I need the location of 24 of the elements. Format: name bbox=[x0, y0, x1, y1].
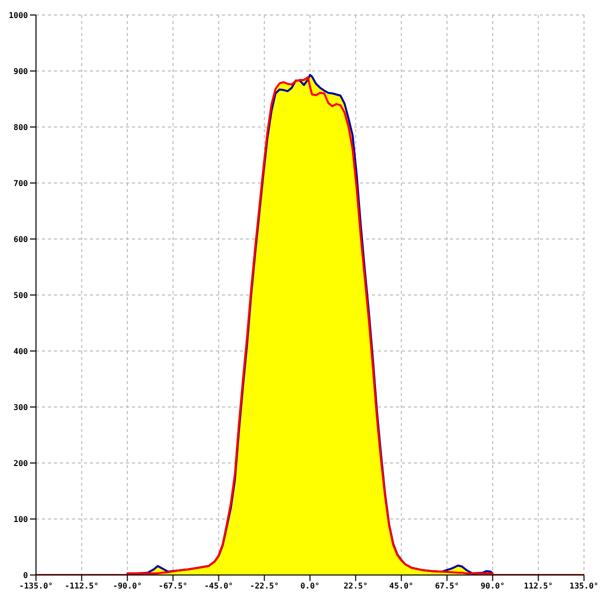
x-tick-label: 135.0° bbox=[570, 582, 598, 591]
x-tick-label: 90.0° bbox=[480, 582, 505, 591]
y-tick-label: 800 bbox=[14, 122, 28, 132]
y-tick-label: 700 bbox=[14, 178, 28, 188]
x-tick-label: 0.0° bbox=[300, 582, 320, 591]
y-tick-label: 400 bbox=[14, 346, 28, 356]
x-tick-label: 45.0° bbox=[389, 582, 414, 591]
x-tick-label: -135.0° bbox=[19, 582, 53, 591]
x-tick-label: -45.0° bbox=[204, 582, 234, 591]
y-tick-label: 600 bbox=[14, 234, 28, 244]
x-tick-label: -90.0° bbox=[112, 582, 142, 591]
y-tick-label: 100 bbox=[14, 514, 28, 524]
y-tick-label: 0 bbox=[23, 570, 28, 580]
x-tick-label: 67.5° bbox=[434, 582, 460, 591]
x-tick-label: 112.5° bbox=[524, 582, 553, 591]
x-tick-label: -112.5° bbox=[64, 582, 99, 591]
x-tick-label: -22.5° bbox=[250, 582, 279, 591]
y-tick-label: 900 bbox=[14, 66, 28, 76]
y-tick-label: 300 bbox=[14, 402, 28, 412]
x-tick-label: -67.5° bbox=[158, 582, 188, 591]
y-tick-label: 200 bbox=[14, 458, 28, 468]
y-tick-label: 500 bbox=[14, 290, 28, 300]
x-tick-label: 22.5° bbox=[344, 582, 368, 591]
y-tick-label: 1000 bbox=[8, 10, 28, 20]
